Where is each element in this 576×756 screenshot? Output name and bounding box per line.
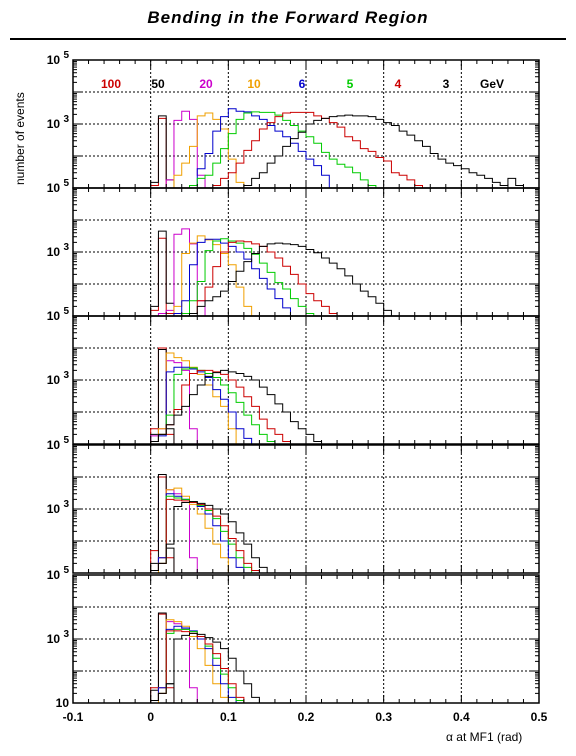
histogram-50-gev bbox=[150, 473, 175, 573]
histogram-3-gev bbox=[150, 501, 268, 573]
histogram-100-gev bbox=[150, 347, 175, 444]
x-tick-label: 0 bbox=[147, 710, 154, 724]
histogram-100-gev bbox=[150, 117, 174, 189]
legend-entry-50: 50 bbox=[151, 77, 165, 91]
title-divider bbox=[10, 38, 566, 40]
histogram-4-gev bbox=[212, 111, 423, 188]
histogram-10-gev bbox=[166, 235, 253, 317]
y-tick-label-mid: 10 3 bbox=[47, 242, 70, 259]
histogram-3-gev bbox=[150, 632, 260, 703]
x-tick-label: 0.4 bbox=[453, 710, 470, 724]
chart-title: Bending in the Forward Region bbox=[147, 8, 429, 27]
legend-unit: GeV bbox=[480, 77, 504, 91]
x-tick-label: 0.1 bbox=[220, 710, 237, 724]
histogram-6-gev bbox=[150, 625, 237, 703]
histogram-50-gev bbox=[150, 612, 175, 703]
y-tick-label-mid: 10 3 bbox=[47, 370, 70, 387]
histogram-10-gev bbox=[166, 112, 245, 189]
histogram-10-gev bbox=[150, 352, 237, 444]
y-tick-label-top: 10 5 bbox=[47, 565, 70, 582]
y-tick-label-top: 10 5 bbox=[47, 50, 70, 67]
histogram-50-gev bbox=[150, 348, 175, 444]
x-tick-label: 0.3 bbox=[375, 710, 392, 724]
histogram-6-gev bbox=[189, 108, 330, 188]
x-axis-label: α at MF1 (rad) bbox=[446, 730, 523, 744]
legend-entry-20: 20 bbox=[199, 77, 213, 91]
histogram-6-gev bbox=[173, 238, 291, 316]
y-tick-label-mid: 10 3 bbox=[47, 114, 70, 131]
histogram-3-gev bbox=[243, 114, 524, 188]
y-tick-label-bottom: 10 bbox=[56, 696, 70, 710]
y-axis-label: number of events bbox=[13, 92, 27, 185]
legend-entry-3: 3 bbox=[443, 77, 450, 91]
x-tick-label: 0.5 bbox=[531, 710, 548, 724]
legend-entry-5: 5 bbox=[347, 77, 354, 91]
histogram-100-gev bbox=[150, 237, 175, 316]
y-tick-label-mid: 10 3 bbox=[47, 499, 70, 516]
histogram-100-gev bbox=[150, 476, 175, 573]
x-tick-label: 0.2 bbox=[298, 710, 315, 724]
legend-entry-6: 6 bbox=[299, 77, 306, 91]
y-tick-label-top: 10 5 bbox=[47, 435, 70, 452]
histogram-5-gev bbox=[189, 111, 377, 188]
axis-ticks: 10 5 10 3 10 5 10 3 10 5 10 3 10 5 10 3 10 5 10 3… bbox=[47, 50, 548, 724]
histogram-4-gev bbox=[150, 498, 260, 573]
histogram-50-gev bbox=[150, 115, 182, 189]
legend-entry-100: 100 bbox=[101, 77, 121, 91]
y-tick-label-mid: 10 3 bbox=[47, 629, 70, 646]
histogram-3-gev bbox=[150, 369, 323, 444]
histogram-3-gev bbox=[189, 242, 392, 316]
legend: 100 50 20 10 6 5 4 3 GeV bbox=[101, 77, 504, 91]
histogram-5-gev bbox=[181, 238, 315, 316]
y-tick-label-top: 10 5 bbox=[47, 178, 70, 195]
legend-entry-4: 4 bbox=[395, 77, 402, 91]
histogram-100-gev bbox=[150, 613, 175, 703]
x-tick-label: -0.1 bbox=[63, 710, 84, 724]
y-tick-label-top: 10 5 bbox=[47, 306, 70, 323]
histogram-layer bbox=[150, 108, 524, 704]
histogram-50-gev bbox=[150, 230, 175, 316]
legend-entry-10: 10 bbox=[247, 77, 261, 91]
